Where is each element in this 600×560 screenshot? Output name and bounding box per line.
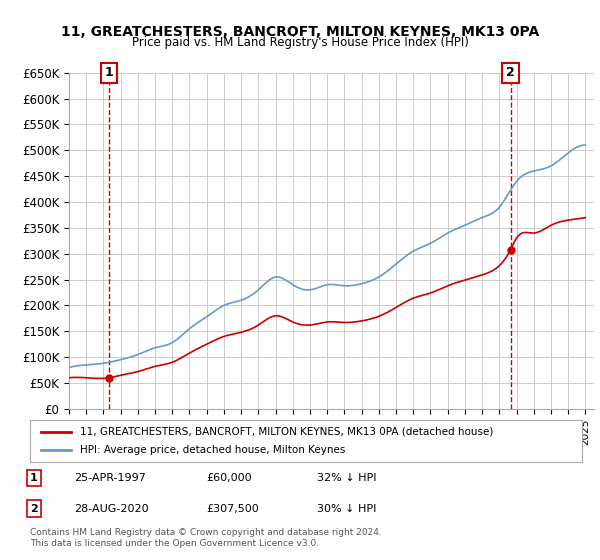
Text: 11, GREATCHESTERS, BANCROFT, MILTON KEYNES, MK13 0PA: 11, GREATCHESTERS, BANCROFT, MILTON KEYN… [61, 25, 539, 39]
Text: 1: 1 [30, 473, 38, 483]
Text: Contains HM Land Registry data © Crown copyright and database right 2024.
This d: Contains HM Land Registry data © Crown c… [30, 528, 382, 548]
Text: 2: 2 [30, 504, 38, 514]
Text: 30% ↓ HPI: 30% ↓ HPI [317, 504, 376, 514]
Text: 1: 1 [104, 66, 113, 80]
Text: 28-AUG-2020: 28-AUG-2020 [74, 504, 149, 514]
Text: 32% ↓ HPI: 32% ↓ HPI [317, 473, 377, 483]
Text: £307,500: £307,500 [206, 504, 259, 514]
Text: HPI: Average price, detached house, Milton Keynes: HPI: Average price, detached house, Milt… [80, 445, 345, 455]
Text: 11, GREATCHESTERS, BANCROFT, MILTON KEYNES, MK13 0PA (detached house): 11, GREATCHESTERS, BANCROFT, MILTON KEYN… [80, 427, 493, 437]
Text: Price paid vs. HM Land Registry's House Price Index (HPI): Price paid vs. HM Land Registry's House … [131, 36, 469, 49]
Text: £60,000: £60,000 [206, 473, 252, 483]
Text: 2: 2 [506, 66, 515, 80]
Text: 25-APR-1997: 25-APR-1997 [74, 473, 146, 483]
